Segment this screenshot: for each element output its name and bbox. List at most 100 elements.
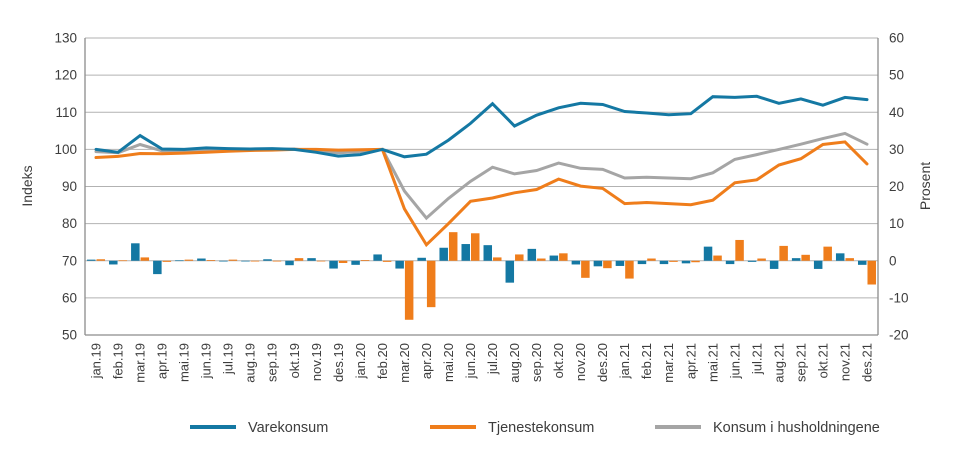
x-label-sep.21: sep.21 [793, 343, 808, 382]
bar-tjenestekonsum-jun.19 [206, 260, 216, 261]
x-label-apr.19: apr.19 [155, 343, 170, 379]
right-tick--10: -10 [889, 290, 909, 305]
bars-group [87, 232, 876, 320]
bar-varekonsum-jul.20 [483, 245, 493, 261]
left-tick-60: 60 [62, 290, 77, 305]
bar-varekonsum-okt.20 [549, 255, 559, 261]
bar-tjenestekonsum-feb.19 [118, 260, 128, 262]
bar-varekonsum-aug.19 [241, 260, 250, 262]
bar-varekonsum-feb.20 [373, 254, 382, 261]
bar-varekonsum-sep.19 [263, 259, 272, 261]
right-tick--20: -20 [889, 328, 909, 343]
x-label-okt.21: okt.21 [815, 343, 830, 378]
bar-varekonsum-jan.20 [351, 260, 360, 265]
legend-item-konsum-i-husholdningene: Konsum i husholdningene [655, 420, 880, 436]
bar-tjenestekonsum-jan.20 [360, 260, 370, 261]
bar-varekonsum-nov.21 [835, 253, 845, 261]
x-label-jul.21: jul.21 [749, 343, 764, 375]
bar-varekonsum-apr.19 [153, 260, 162, 275]
x-label-okt.20: okt.20 [551, 343, 566, 378]
bar-varekonsum-feb.21 [637, 260, 647, 265]
x-label-jan.19: jan.19 [89, 343, 104, 379]
line-varekonsum [94, 94, 869, 159]
x-label-apr.20: apr.20 [419, 343, 434, 379]
x-label-sep.20: sep.20 [529, 343, 544, 382]
bar-tjenestekonsum-jun.21 [735, 239, 744, 261]
left-axis-title: Indeks [19, 165, 35, 206]
bar-tjenestekonsum-nov.19 [316, 260, 326, 262]
bar-tjenestekonsum-mai.19 [184, 259, 194, 261]
bar-varekonsum-jun.19 [197, 258, 206, 261]
left-tick-50: 50 [62, 328, 77, 343]
bar-tjenestekonsum-aug.20 [515, 254, 524, 261]
bar-tjenestekonsum-jul.19 [228, 259, 238, 261]
bar-varekonsum-aug.20 [505, 260, 515, 283]
left-tick-120: 120 [54, 68, 77, 83]
bar-varekonsum-nov.20 [571, 260, 581, 265]
right-tick-10: 10 [889, 216, 904, 231]
lines-group [94, 94, 869, 248]
bar-varekonsum-des.20 [593, 260, 603, 267]
left-tick-70: 70 [62, 253, 77, 268]
left-tick-100: 100 [54, 142, 77, 157]
bar-tjenestekonsum-nov.20 [581, 260, 590, 278]
right-tick-20: 20 [889, 179, 904, 194]
bar-varekonsum-aug.21 [769, 260, 779, 269]
legend-item-tjenestekonsum: Tjenestekonsum [430, 420, 594, 436]
axes-group [84, 38, 879, 336]
bar-tjenestekonsum-okt.19 [294, 258, 304, 261]
x-label-mai.19: mai.19 [177, 343, 192, 382]
bar-varekonsum-okt.21 [813, 260, 823, 269]
x-tick-labels: jan.19 feb.19 mar.19 apr.19 mai.19 jun.19 jul.… [89, 343, 875, 383]
legend: Varekonsum Tjenestekonsum Konsum i hushold… [190, 420, 880, 436]
right-tick-labels: 60 50 40 30 20 10 0 -10 -20 [889, 31, 909, 343]
left-tick-90: 90 [62, 179, 77, 194]
x-label-jul.19: jul.19 [221, 343, 236, 375]
legend-label: Varekonsum [248, 420, 328, 436]
legend-item-varekonsum: Varekonsum [190, 420, 328, 436]
bar-tjenestekonsum-des.21 [867, 260, 876, 285]
x-label-aug.20: aug.20 [507, 343, 522, 383]
bar-varekonsum-mar.20 [395, 260, 404, 269]
left-tick-130: 130 [54, 31, 77, 46]
x-label-okt.19: okt.19 [287, 343, 302, 378]
x-label-nov.20: nov.20 [573, 343, 588, 381]
x-label-jan.20: jan.20 [353, 343, 368, 379]
bar-tjenestekonsum-okt.21 [823, 246, 832, 261]
bar-tjenestekonsum-jul.21 [757, 258, 766, 261]
legend-label: Tjenestekonsum [488, 420, 594, 436]
bar-tjenestekonsum-aug.19 [250, 260, 260, 262]
bar-varekonsum-mai.19 [175, 260, 184, 262]
x-label-des.20: des.20 [595, 343, 610, 382]
bar-tjenestekonsum-feb.20 [382, 260, 392, 262]
bar-tjenestekonsum-mar.19 [140, 257, 150, 261]
line-tjenestekonsum [94, 140, 869, 248]
bar-varekonsum-okt.19 [285, 260, 294, 266]
bar-varekonsum-mai.21 [703, 246, 713, 261]
bar-varekonsum-nov.19 [307, 258, 316, 261]
bar-tjenestekonsum-sep.19 [272, 260, 282, 262]
bar-varekonsum-apr.20 [417, 257, 426, 261]
x-label-aug.21: aug.21 [771, 343, 786, 383]
gridlines-group [85, 37, 878, 336]
x-label-mai.21: mai.21 [705, 343, 720, 382]
bar-tjenestekonsum-mai.20 [448, 232, 458, 261]
right-tick-0: 0 [889, 253, 897, 268]
right-tick-60: 60 [889, 31, 904, 46]
left-tick-labels: 130 120 110 100 90 80 70 60 50 [54, 31, 77, 343]
bar-tjenestekonsum-okt.20 [559, 253, 568, 261]
legend-label: Konsum i husholdningene [713, 420, 880, 436]
bar-tjenestekonsum-sep.20 [537, 258, 546, 261]
x-label-jun.19: jun.19 [199, 343, 214, 379]
bar-varekonsum-mar.19 [131, 243, 140, 261]
right-axis-title: Prosent [917, 162, 933, 210]
bar-varekonsum-jun.21 [725, 260, 735, 265]
line-konsum-i-husholdningene [94, 131, 869, 221]
x-label-aug.19: aug.19 [243, 343, 258, 383]
x-label-apr.21: apr.21 [683, 343, 698, 379]
bar-varekonsum-jan.21 [615, 260, 625, 266]
bar-tjenestekonsum-aug.21 [779, 245, 788, 261]
bar-varekonsum-apr.21 [681, 260, 691, 264]
